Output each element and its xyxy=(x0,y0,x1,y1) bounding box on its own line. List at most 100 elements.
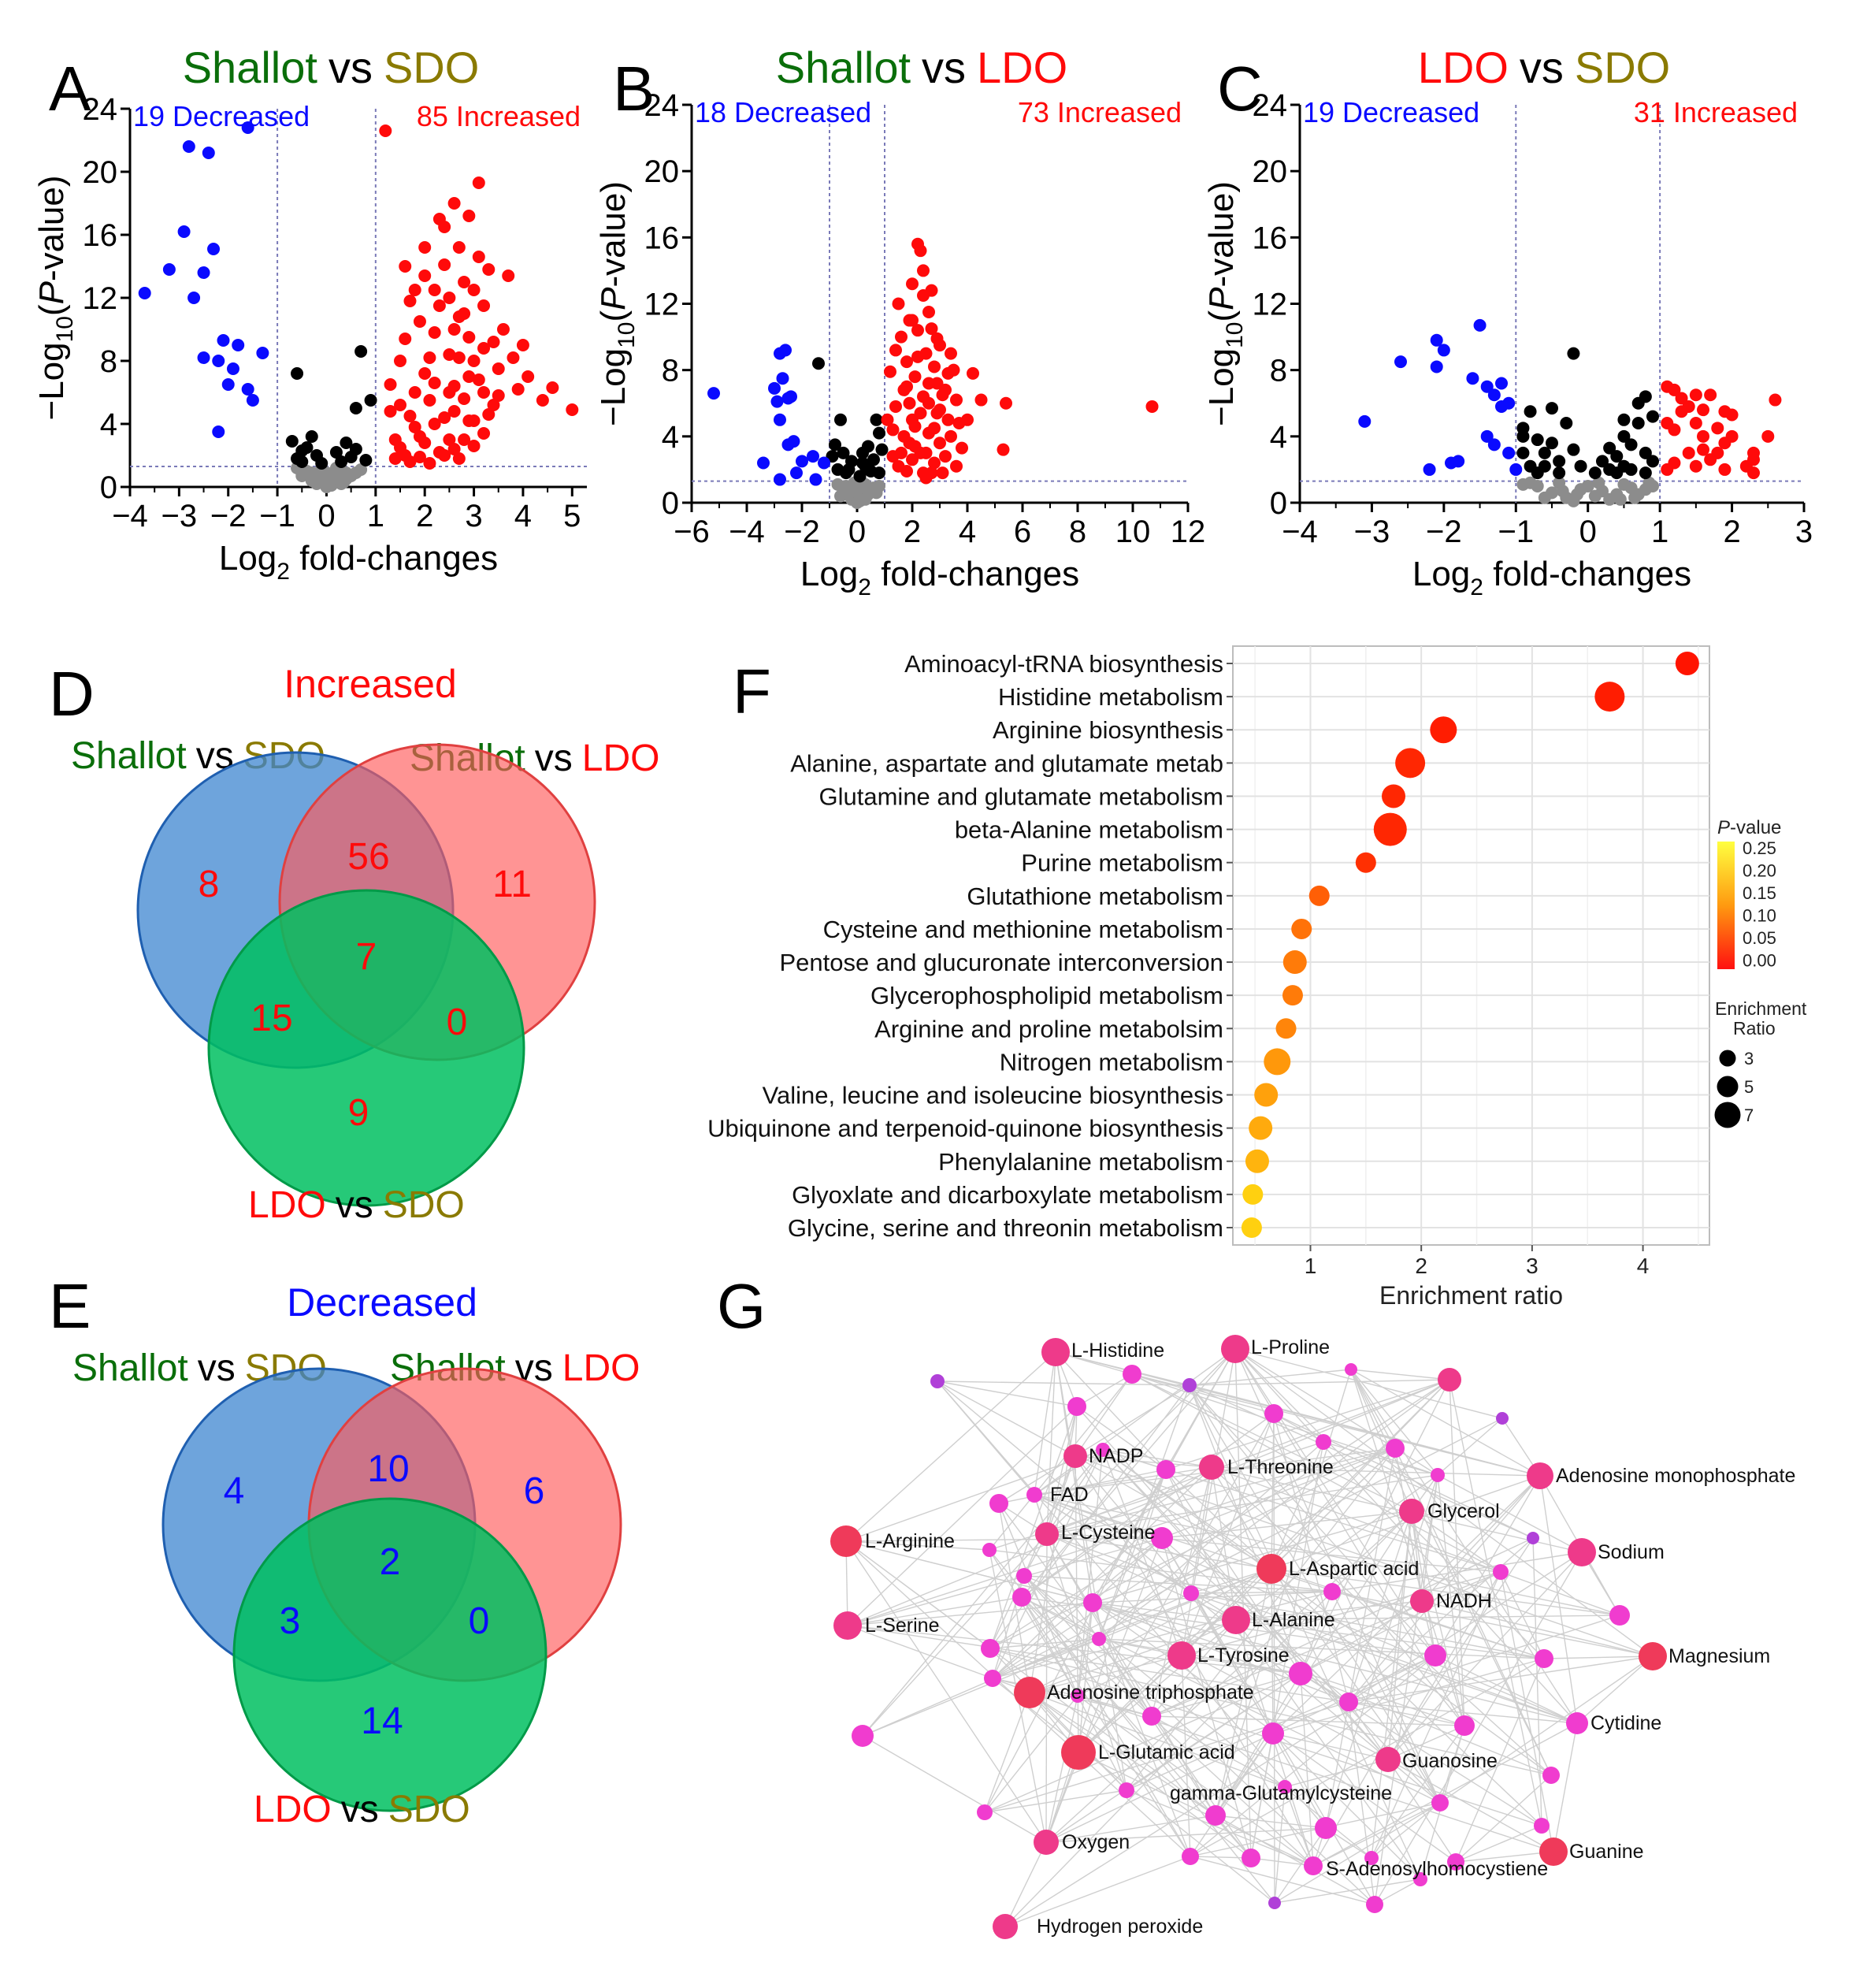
point-increased xyxy=(936,466,949,480)
y-tick-label: 4 xyxy=(1270,420,1287,455)
network-edge xyxy=(937,1380,1190,1386)
increased-count-label: 73 Increased xyxy=(1018,96,1182,128)
point-ns xyxy=(329,446,343,459)
point-decreased xyxy=(768,381,781,395)
point-decreased xyxy=(1509,463,1523,476)
point-decreased xyxy=(1358,414,1371,428)
x-tick-label: 3 xyxy=(465,499,482,533)
network-edge xyxy=(1215,1815,1327,1829)
x-tick-label: 1 xyxy=(367,499,384,533)
network-edge xyxy=(1045,1511,1412,1843)
point-lowfc xyxy=(851,496,863,509)
point-increased xyxy=(925,322,938,336)
point-increased xyxy=(886,450,900,463)
network-edge xyxy=(1539,1475,1578,1724)
point-increased xyxy=(1704,388,1717,402)
venn-d-count-shallot-ldo-ldo-sdo: 0 xyxy=(447,1001,468,1043)
point-increased xyxy=(477,386,491,399)
legend-size-tick: 3 xyxy=(1744,1049,1754,1068)
pathway-label: Valine, leucine and isoleucine biosynthe… xyxy=(763,1082,1223,1109)
legend-pvalue-tick: 0.10 xyxy=(1743,906,1776,926)
x-tick-label: 2 xyxy=(1723,515,1740,549)
network-edge xyxy=(989,1549,1275,1904)
panel-letter-c: C xyxy=(1217,54,1263,124)
point-ns xyxy=(315,457,328,470)
pathway-label: Alanine, aspartate and glutamate metab xyxy=(790,749,1223,777)
point-increased xyxy=(947,363,960,377)
point-increased xyxy=(886,423,900,437)
network-node xyxy=(1262,1722,1284,1745)
network-node xyxy=(1035,1522,1059,1546)
point-increased xyxy=(423,457,436,470)
point-decreased xyxy=(1430,360,1443,373)
network-edge xyxy=(845,1540,1047,1843)
point-increased xyxy=(428,284,441,296)
point-increased xyxy=(418,269,432,282)
x-tick-label: 1 xyxy=(1305,1254,1317,1278)
network-node xyxy=(1410,1589,1434,1613)
point-increased xyxy=(922,377,935,390)
legend-pvalue-tick: 0.20 xyxy=(1743,861,1776,881)
point-ns xyxy=(349,443,362,455)
network-node xyxy=(1609,1605,1630,1626)
x-tick-label: 2 xyxy=(904,515,921,549)
point-increased xyxy=(884,365,896,378)
network-edge xyxy=(1102,1449,1212,1468)
point-increased xyxy=(487,336,500,348)
venn-d-count-only-shallot-ldo: 11 xyxy=(492,864,532,905)
point-lowfc xyxy=(313,466,326,479)
point-increased xyxy=(1661,417,1674,429)
network-edge xyxy=(862,1568,1272,1737)
point-decreased xyxy=(1502,396,1516,410)
network-edge xyxy=(1411,1511,1423,1602)
x-tick-label: 5 xyxy=(563,499,581,533)
point-ns xyxy=(1617,413,1631,426)
network-edge xyxy=(1046,1474,1438,1535)
network-edge xyxy=(1235,1615,1620,1621)
network-edge xyxy=(1371,1725,1465,1859)
point-increased xyxy=(462,414,476,427)
network-edge xyxy=(1331,1591,1441,1804)
pathway-dot xyxy=(1355,852,1376,873)
network-edge xyxy=(1387,1725,1465,1760)
point-ns xyxy=(349,402,362,414)
y-tick-label: 20 xyxy=(1253,154,1288,189)
x-tick-label: 2 xyxy=(416,499,433,533)
point-increased xyxy=(423,394,436,407)
point-decreased xyxy=(779,344,792,357)
point-increased xyxy=(438,449,451,462)
y-tick-label: 12 xyxy=(83,281,118,316)
venn-d-count-shallot-sdo-ldo-sdo: 15 xyxy=(251,998,292,1039)
network-edge xyxy=(937,1380,1078,1407)
pathway-label: Arginine and proline metabolsim xyxy=(874,1015,1223,1042)
network-edge xyxy=(1272,1733,1389,1760)
network-edge xyxy=(1034,1494,1237,1621)
point-ns xyxy=(1639,446,1652,459)
network-edge xyxy=(1371,1571,1501,1859)
network-edge xyxy=(1273,1413,1534,1539)
x-tick-label: −4 xyxy=(112,499,148,533)
point-increased xyxy=(1668,383,1681,396)
network-edge xyxy=(1046,1533,1578,1724)
network-edge xyxy=(1435,1475,1541,1656)
point-ns xyxy=(1617,459,1631,473)
point-increased xyxy=(477,427,491,440)
point-increased xyxy=(467,284,481,296)
point-increased xyxy=(1711,422,1724,435)
network-node xyxy=(1454,1715,1475,1736)
point-ns xyxy=(1596,455,1609,468)
point-increased xyxy=(516,339,529,351)
point-increased xyxy=(917,390,930,403)
network-node xyxy=(1199,1455,1224,1480)
network-edge xyxy=(1211,1466,1541,1477)
network-node-label: L-Threonine xyxy=(1227,1456,1334,1478)
network-edge xyxy=(1387,1759,1457,1863)
network-edge xyxy=(847,1596,1023,1626)
point-decreased xyxy=(138,287,151,299)
network-node-label: Oxygen xyxy=(1062,1831,1130,1853)
network-node xyxy=(1278,1780,1292,1794)
network-edge xyxy=(1300,1591,1333,1674)
point-increased xyxy=(536,394,549,407)
